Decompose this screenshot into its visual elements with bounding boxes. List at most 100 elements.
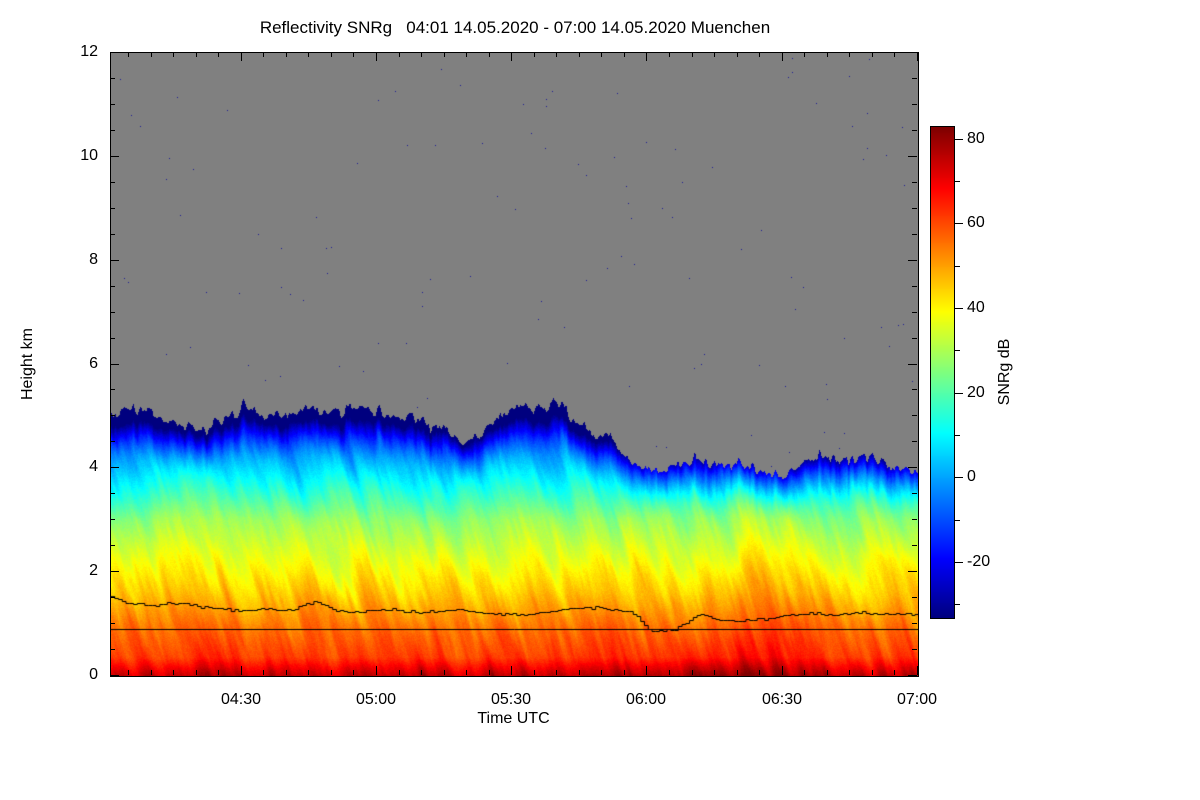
y-axis-minor-tick — [110, 130, 115, 131]
y-axis-minor-tick — [110, 312, 115, 313]
y-axis-minor-tick — [912, 104, 917, 105]
y-axis-major-tick — [908, 52, 917, 53]
colorbar-gradient — [931, 127, 954, 618]
colorbar-minor-tick — [955, 266, 960, 267]
y-axis-minor-tick — [912, 415, 917, 416]
colorbar-tick-label: 20 — [967, 384, 985, 401]
y-axis-minor-tick — [110, 623, 115, 624]
y-axis-minor-tick — [912, 130, 917, 131]
x-axis-minor-tick — [601, 670, 602, 675]
x-axis-minor-tick — [692, 670, 693, 675]
x-axis-minor-tick — [421, 670, 422, 675]
y-axis-minor-tick — [110, 78, 115, 79]
x-axis-minor-tick — [218, 670, 219, 675]
x-axis-minor-tick — [714, 670, 715, 675]
x-axis-tick-label: 06:30 — [761, 691, 803, 708]
x-axis-minor-tick — [263, 52, 264, 57]
y-axis-minor-tick — [110, 234, 115, 235]
x-axis-minor-tick — [872, 670, 873, 675]
colorbar — [930, 126, 955, 619]
x-axis-minor-tick — [286, 52, 287, 57]
y-axis-minor-tick — [912, 597, 917, 598]
x-axis-minor-tick — [286, 670, 287, 675]
y-axis-minor-tick — [912, 389, 917, 390]
colorbar-minor-tick — [955, 435, 960, 436]
y-axis-minor-tick — [912, 338, 917, 339]
y-axis-minor-tick — [912, 286, 917, 287]
y-axis-major-tick — [908, 675, 917, 676]
x-axis-minor-tick — [669, 52, 670, 57]
y-axis-tick-label: 4 — [89, 458, 98, 475]
x-axis-minor-tick — [466, 52, 467, 57]
colorbar-minor-tick — [955, 520, 960, 521]
y-axis-tick-label: 6 — [89, 355, 98, 372]
x-axis-title: Time UTC — [477, 710, 550, 727]
x-axis-minor-tick — [714, 52, 715, 57]
colorbar-major-tick — [955, 393, 963, 394]
x-axis-major-tick — [376, 666, 377, 675]
x-axis-minor-tick — [308, 52, 309, 57]
y-axis-major-tick — [908, 467, 917, 468]
x-axis-minor-tick — [218, 52, 219, 57]
y-axis-minor-tick — [912, 519, 917, 520]
y-axis-major-tick — [908, 156, 917, 157]
x-axis-minor-tick — [353, 52, 354, 57]
x-axis-major-tick — [917, 666, 918, 675]
x-axis-minor-tick — [759, 52, 760, 57]
colorbar-tick-label: -20 — [967, 553, 991, 570]
y-axis-minor-tick — [110, 182, 115, 183]
reflectivity-heatmap-canvas — [111, 53, 918, 676]
x-axis-major-tick — [376, 52, 377, 61]
x-axis-minor-tick — [128, 52, 129, 57]
x-axis-minor-tick — [737, 670, 738, 675]
x-axis-minor-tick — [827, 52, 828, 57]
x-axis-minor-tick — [196, 52, 197, 57]
x-axis-minor-tick — [196, 670, 197, 675]
colorbar-title: SNRg dB — [996, 338, 1013, 406]
colorbar-major-tick — [955, 139, 963, 140]
x-axis-minor-tick — [353, 670, 354, 675]
y-axis-major-tick — [110, 675, 119, 676]
x-axis-minor-tick — [308, 670, 309, 675]
y-axis-tick-label: 10 — [80, 147, 98, 164]
x-axis-major-tick — [917, 52, 918, 61]
y-axis-minor-tick — [110, 338, 115, 339]
x-axis-minor-tick — [556, 670, 557, 675]
y-axis-tick-label: 2 — [89, 562, 98, 579]
y-axis-minor-tick — [912, 182, 917, 183]
x-axis-minor-tick — [331, 670, 332, 675]
y-axis-minor-tick — [110, 597, 115, 598]
y-axis-tick-label: 8 — [89, 251, 98, 268]
y-axis-minor-tick — [110, 545, 115, 546]
colorbar-minor-tick — [955, 181, 960, 182]
y-axis-minor-tick — [912, 441, 917, 442]
colorbar-tick-label: 60 — [967, 214, 985, 231]
y-axis-minor-tick — [912, 493, 917, 494]
y-axis-minor-tick — [110, 286, 115, 287]
y-axis-minor-tick — [912, 312, 917, 313]
x-axis-minor-tick — [759, 670, 760, 675]
x-axis-minor-tick — [692, 52, 693, 57]
y-axis-title: Height km — [19, 327, 36, 401]
x-axis-minor-tick — [894, 52, 895, 57]
colorbar-minor-tick — [955, 350, 960, 351]
x-axis-tick-label: 06:00 — [625, 691, 667, 708]
y-axis-tick-label: 12 — [80, 43, 98, 60]
y-axis-tick-label: 0 — [89, 666, 98, 683]
y-axis-major-tick — [110, 260, 119, 261]
x-axis-minor-tick — [489, 52, 490, 57]
x-axis-major-tick — [511, 52, 512, 61]
x-axis-minor-tick — [173, 670, 174, 675]
colorbar-tick-label: 40 — [967, 299, 985, 316]
colorbar-tick-label: 80 — [967, 130, 985, 147]
x-axis-minor-tick — [827, 670, 828, 675]
plot-area[interactable] — [110, 52, 919, 677]
x-axis-minor-tick — [534, 670, 535, 675]
x-axis-minor-tick — [579, 52, 580, 57]
page-title: Reflectivity SNRg 04:01 14.05.2020 - 07:… — [259, 18, 771, 37]
y-axis-major-tick — [110, 364, 119, 365]
x-axis-minor-tick — [489, 670, 490, 675]
x-axis-minor-tick — [894, 670, 895, 675]
y-axis-minor-tick — [110, 415, 115, 416]
x-axis-tick-label: 07:00 — [896, 691, 938, 708]
